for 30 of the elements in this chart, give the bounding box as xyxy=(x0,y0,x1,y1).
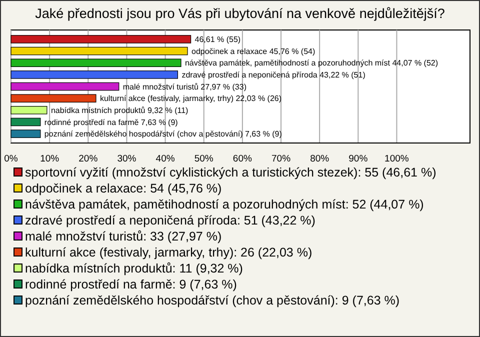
data-label: odpočinek a relaxace 45,76 % (54) xyxy=(192,46,316,56)
x-tick-label: 10% xyxy=(40,154,60,165)
legend-label: zdravé prostředí a neponičená příroda: 51 (43,22 %) xyxy=(25,213,316,228)
x-tick-label: 0% xyxy=(4,154,18,165)
data-label: zdravé prostředí a neponičená příroda 43,22 % (51) xyxy=(182,70,366,80)
chart-title: Jaké přednosti jsou pro Vás při ubytování na venkově nejdůležitější? xyxy=(35,6,445,21)
x-tick-label: 50% xyxy=(194,154,214,165)
legend-label: rodinné prostředí na farmě: 9 (7,63 %) xyxy=(25,277,237,292)
x-tick-label: 70% xyxy=(271,154,292,165)
legend-label: nabídka místních produktů: 11 (9,32 %) xyxy=(25,261,243,276)
x-tick-label: 40% xyxy=(156,154,176,165)
x-tick-label: 90% xyxy=(348,154,368,165)
data-label: malé množství turistů 27,97 % (33) xyxy=(122,82,247,92)
legend-label: sportovní vyžití (množství cyklistických a turistických stezek): 55 (46,61 %) xyxy=(25,165,436,180)
x-tick-label: 100% xyxy=(384,154,410,165)
x-tick-label: 30% xyxy=(117,154,137,165)
x-tick-label: 60% xyxy=(232,154,252,165)
legend-label: malé množství turistů: 33 (27,97 %) xyxy=(25,229,222,244)
data-label: rodinné prostředí na farmě 7,63 % (9) xyxy=(44,118,178,127)
data-label: kulturní akce (festivaly, jarmarky, trhy) 22,03 % (26) xyxy=(100,94,282,104)
legend-label: odpočinek a relaxace: 54 (45,76 %) xyxy=(25,181,222,196)
legend-label: návštěva památek, pamětihodností a pozoruhodných míst: 52 (44,07 %) xyxy=(25,197,424,212)
x-tick-label: 80% xyxy=(310,154,330,165)
legend-label: poznání zemědělského hospodářství (chov a pěstování): 9 (7,63 %) xyxy=(25,293,400,308)
data-label: návštěva památek, pamětihodností a pozoruhodných míst 44,07 % (52) xyxy=(184,58,438,68)
data-label: 46,61 % (55) xyxy=(194,35,241,44)
data-label: nabídka místních produktů 9,32 % (11) xyxy=(50,106,189,115)
legend-label: kulturní akce (festivaly, jarmarky, trhy): 26 (22,03 %) xyxy=(25,245,312,260)
data-label: poznání zemědělského hospodářství (chov a pěstování) 7,63 % (9) xyxy=(44,130,282,139)
x-tick-label: 20% xyxy=(78,154,98,165)
